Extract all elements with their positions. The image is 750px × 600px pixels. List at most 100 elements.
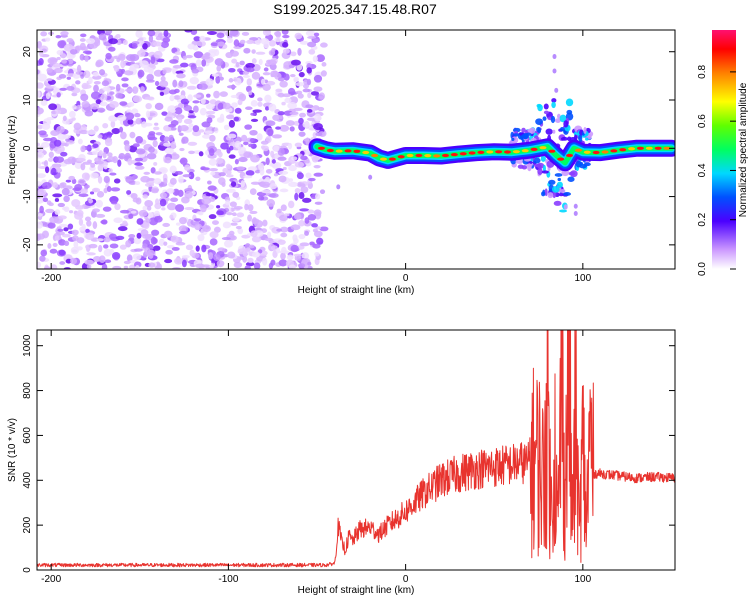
noise-blob xyxy=(161,207,166,211)
noise-blob xyxy=(268,103,277,112)
noise-blob xyxy=(247,166,258,172)
noise-blob xyxy=(98,255,106,264)
noise-blob xyxy=(71,105,78,110)
noise-blob xyxy=(126,109,132,114)
noise-blob xyxy=(107,152,113,158)
noise-blob xyxy=(109,172,117,176)
noise-blob xyxy=(264,94,272,103)
scintillation-blob xyxy=(551,101,556,109)
noise-blob xyxy=(65,179,72,183)
noise-blob xyxy=(282,166,287,171)
scintillation-blob xyxy=(563,192,572,196)
scintillation-blob xyxy=(575,160,582,168)
noise-blob xyxy=(216,157,224,164)
noise-blob xyxy=(117,114,127,122)
noise-blob xyxy=(37,261,42,269)
noise-blob xyxy=(75,80,81,85)
noise-blob xyxy=(48,151,54,158)
noise-blob xyxy=(102,86,111,92)
noise-blob xyxy=(296,255,301,262)
scintillation-blob xyxy=(563,204,568,210)
noise-blob xyxy=(251,235,262,243)
noise-blob xyxy=(135,165,145,170)
carrier-hotspot xyxy=(619,148,627,152)
noise-blob xyxy=(216,65,222,72)
noise-blob xyxy=(199,107,207,116)
noise-blob xyxy=(267,231,272,238)
noise-blob xyxy=(225,174,234,178)
noise-blob xyxy=(124,143,131,152)
noise-blob xyxy=(226,114,235,120)
noise-blob xyxy=(184,30,193,33)
noise-blob xyxy=(89,191,95,195)
spectrogram-carrier-track xyxy=(308,138,675,172)
noise-blob xyxy=(58,215,67,220)
noise-blob xyxy=(308,177,316,182)
scintillation-blob xyxy=(543,110,550,115)
carrier-hotspot xyxy=(495,150,503,154)
noise-blob xyxy=(153,245,161,251)
noise-blob xyxy=(60,53,67,59)
noise-blob xyxy=(159,80,169,88)
noise-blob xyxy=(111,251,121,260)
noise-blob xyxy=(275,247,281,254)
noise-blob xyxy=(235,61,240,68)
noise-blob xyxy=(73,122,82,131)
noise-blob xyxy=(92,221,98,230)
y-tick-label: 0 xyxy=(22,567,33,573)
noise-blob xyxy=(279,188,289,193)
noise-blob xyxy=(315,226,322,230)
noise-blob xyxy=(240,134,248,142)
noise-blob xyxy=(122,39,128,45)
noise-blob xyxy=(306,67,312,74)
noise-blob xyxy=(148,217,159,226)
noise-blob xyxy=(123,265,129,269)
noise-blob xyxy=(305,172,312,179)
y-tick-label: 10 xyxy=(22,94,33,106)
noise-blob xyxy=(234,158,239,165)
noise-blob xyxy=(298,71,305,78)
noise-blob xyxy=(60,31,69,36)
noise-blob xyxy=(68,118,74,124)
noise-blob xyxy=(277,77,285,82)
noise-blob xyxy=(271,159,276,164)
noise-blob xyxy=(101,80,110,87)
x-tick-label: -100 xyxy=(218,574,238,585)
scintillation-blob xyxy=(558,192,564,197)
noise-blob xyxy=(298,117,304,125)
noise-blob xyxy=(231,102,238,108)
scintillation-blob xyxy=(559,127,565,132)
noise-blob xyxy=(181,259,187,268)
noise-blob xyxy=(38,58,44,66)
noise-blob xyxy=(262,83,271,91)
spectrogram-frame xyxy=(36,29,676,270)
scintillation-blob xyxy=(515,159,524,164)
noise-blob xyxy=(206,180,212,185)
noise-blob xyxy=(148,252,154,259)
noise-blob xyxy=(222,221,232,229)
noise-blob xyxy=(230,50,239,57)
noise-blob xyxy=(117,226,128,232)
spectrogram-x-ticks: -200 -100 0 100 xyxy=(41,30,592,284)
noise-blob xyxy=(230,181,237,187)
noise-blob xyxy=(177,116,183,124)
noise-blob xyxy=(215,75,221,84)
noise-blob xyxy=(228,78,234,83)
noise-blob xyxy=(222,102,231,110)
noise-blob xyxy=(40,31,48,37)
noise-blob xyxy=(119,126,124,133)
noise-blob xyxy=(188,110,194,114)
noise-blob xyxy=(283,73,290,81)
noise-blob xyxy=(38,130,47,136)
noise-blob xyxy=(117,53,126,61)
carrier-hotspot xyxy=(539,146,547,150)
noise-blob xyxy=(193,51,204,59)
colorbar-label: Normalized spectral amplitude xyxy=(738,82,749,217)
noise-blob xyxy=(295,81,305,87)
noise-blob xyxy=(130,192,138,200)
noise-blob xyxy=(288,264,296,269)
noise-blob xyxy=(73,240,79,249)
noise-blob xyxy=(54,235,60,241)
noise-blob xyxy=(37,151,45,159)
carrier-hotspot xyxy=(371,153,379,158)
